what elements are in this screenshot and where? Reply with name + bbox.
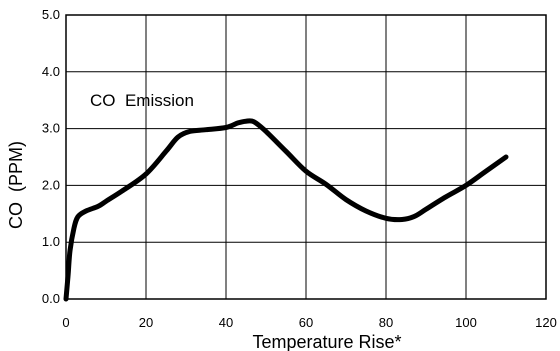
x-tick-labels: 0 20 40 60 80 100 120 — [62, 315, 556, 330]
co-emission-line — [63, 118, 509, 302]
chart-annotation: CO Emission — [90, 91, 194, 110]
x-tick-label: 120 — [535, 315, 557, 330]
plot-frame — [65, 14, 547, 300]
y-tick-label: 0.0 — [42, 291, 60, 306]
y-tick-label: 1.0 — [42, 234, 60, 249]
x-tick-label: 0 — [62, 315, 69, 330]
x-tick-label: 40 — [219, 315, 233, 330]
y-tick-label: 5.0 — [42, 7, 60, 22]
y-tick-labels: 0.0 1.0 2.0 3.0 4.0 5.0 — [42, 7, 60, 306]
x-axis-label: Temperature Rise* — [252, 332, 401, 351]
y-axis-label: CO (PPM) — [6, 141, 26, 229]
y-tick-label: 4.0 — [42, 64, 60, 79]
x-tick-label: 20 — [139, 315, 153, 330]
x-tick-label: 100 — [455, 315, 477, 330]
y-tick-label: 3.0 — [42, 121, 60, 136]
x-tick-label: 80 — [379, 315, 393, 330]
x-tick-label: 60 — [299, 315, 313, 330]
y-tick-label: 2.0 — [42, 177, 60, 192]
grid — [65, 14, 547, 300]
